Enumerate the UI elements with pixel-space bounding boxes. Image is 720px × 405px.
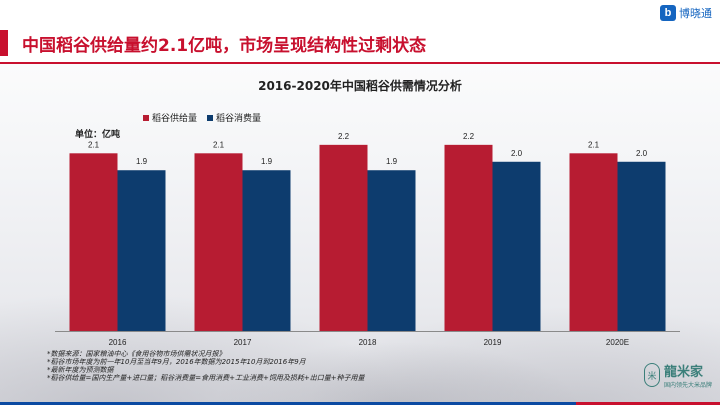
bar-consumption-2019	[492, 161, 541, 331]
b-logo-icon: b	[660, 5, 676, 21]
footnote-definition: *稻谷供给量=国内生产量+进口量；稻谷消费量=食用消费+工业消费+饲用及损耗+出…	[47, 374, 365, 382]
page-headline: 中国稻谷供给量约2.1亿吨，市场呈现结构性过剩状态	[22, 36, 427, 56]
header-band	[0, 0, 720, 62]
data-label-supply-2017: 2.1	[213, 140, 225, 149]
bar-consumption-2016	[117, 170, 166, 331]
rice-seal-icon: 米	[643, 363, 660, 387]
data-label-supply-2020E: 2.1	[588, 140, 600, 149]
data-label-supply-2018: 2.2	[338, 132, 350, 141]
brand-name: 博晓通	[679, 7, 712, 20]
brand-logo: b 博晓通	[660, 4, 712, 22]
footnote-source: *数据来源：国家粮油中心《食用谷物市场供需状况月报》	[47, 350, 226, 358]
header-divider	[0, 62, 720, 64]
data-label-consumption-2020E: 2.0	[636, 149, 648, 158]
x-tick-label-2017: 2017	[234, 338, 252, 347]
legend-swatch-consumption	[207, 114, 214, 121]
partner-logo-tagline: 国内领先大米品牌	[663, 382, 712, 389]
legend-item-consumption: 稻谷消费量	[207, 111, 261, 124]
bar-supply-2018	[319, 144, 368, 331]
data-label-supply-2019: 2.2	[463, 132, 475, 141]
title-accent-bar	[0, 30, 8, 56]
bar-supply-2019	[444, 144, 493, 331]
x-tick-label-2016: 2016	[109, 338, 127, 347]
data-label-consumption-2019: 2.0	[511, 149, 523, 158]
data-label-consumption-2017: 1.9	[261, 157, 273, 166]
partner-logo-name: 龍米家	[663, 365, 703, 380]
unit-label: 单位：亿吨	[75, 130, 121, 140]
legend-swatch-supply	[143, 114, 149, 121]
footnote-season: *稻谷市场年度为前一年10月至当年9月，2016年数据为2015年10月到201…	[47, 358, 306, 366]
legend-label-consumption: 稻谷消费量	[216, 114, 262, 124]
bar-supply-2020E	[569, 153, 618, 331]
x-tick-label-2020E: 2020E	[606, 338, 629, 347]
bar-supply-2016	[69, 153, 118, 331]
footnote-forecast: *最新年度为预测数据	[47, 366, 114, 374]
bottom-color-strip	[0, 402, 720, 405]
chart-title: 2016-2020年中国稻谷供需情况分析	[258, 79, 462, 93]
data-label-supply-2016: 2.1	[88, 140, 100, 149]
partner-logo: 米 龍米家 国内领先大米品牌	[643, 361, 712, 389]
legend-label-supply: 稻谷供给量	[152, 114, 198, 124]
bar-consumption-2020E	[617, 161, 666, 331]
data-label-consumption-2018: 1.9	[386, 157, 398, 166]
x-tick-label-2018: 2018	[359, 338, 377, 347]
data-label-consumption-2016: 1.9	[136, 157, 148, 166]
footnotes: *数据来源：国家粮油中心《食用谷物市场供需状况月报》 *稻谷市场年度为前一年10…	[47, 350, 365, 382]
bar-consumption-2017	[242, 170, 291, 331]
bar-supply-2017	[194, 153, 243, 331]
legend-item-supply: 稻谷供给量	[143, 111, 197, 124]
x-tick-label-2019: 2019	[484, 338, 502, 347]
chart-legend: 稻谷供给量 稻谷消费量	[143, 111, 261, 124]
bar-consumption-2018	[367, 170, 416, 331]
